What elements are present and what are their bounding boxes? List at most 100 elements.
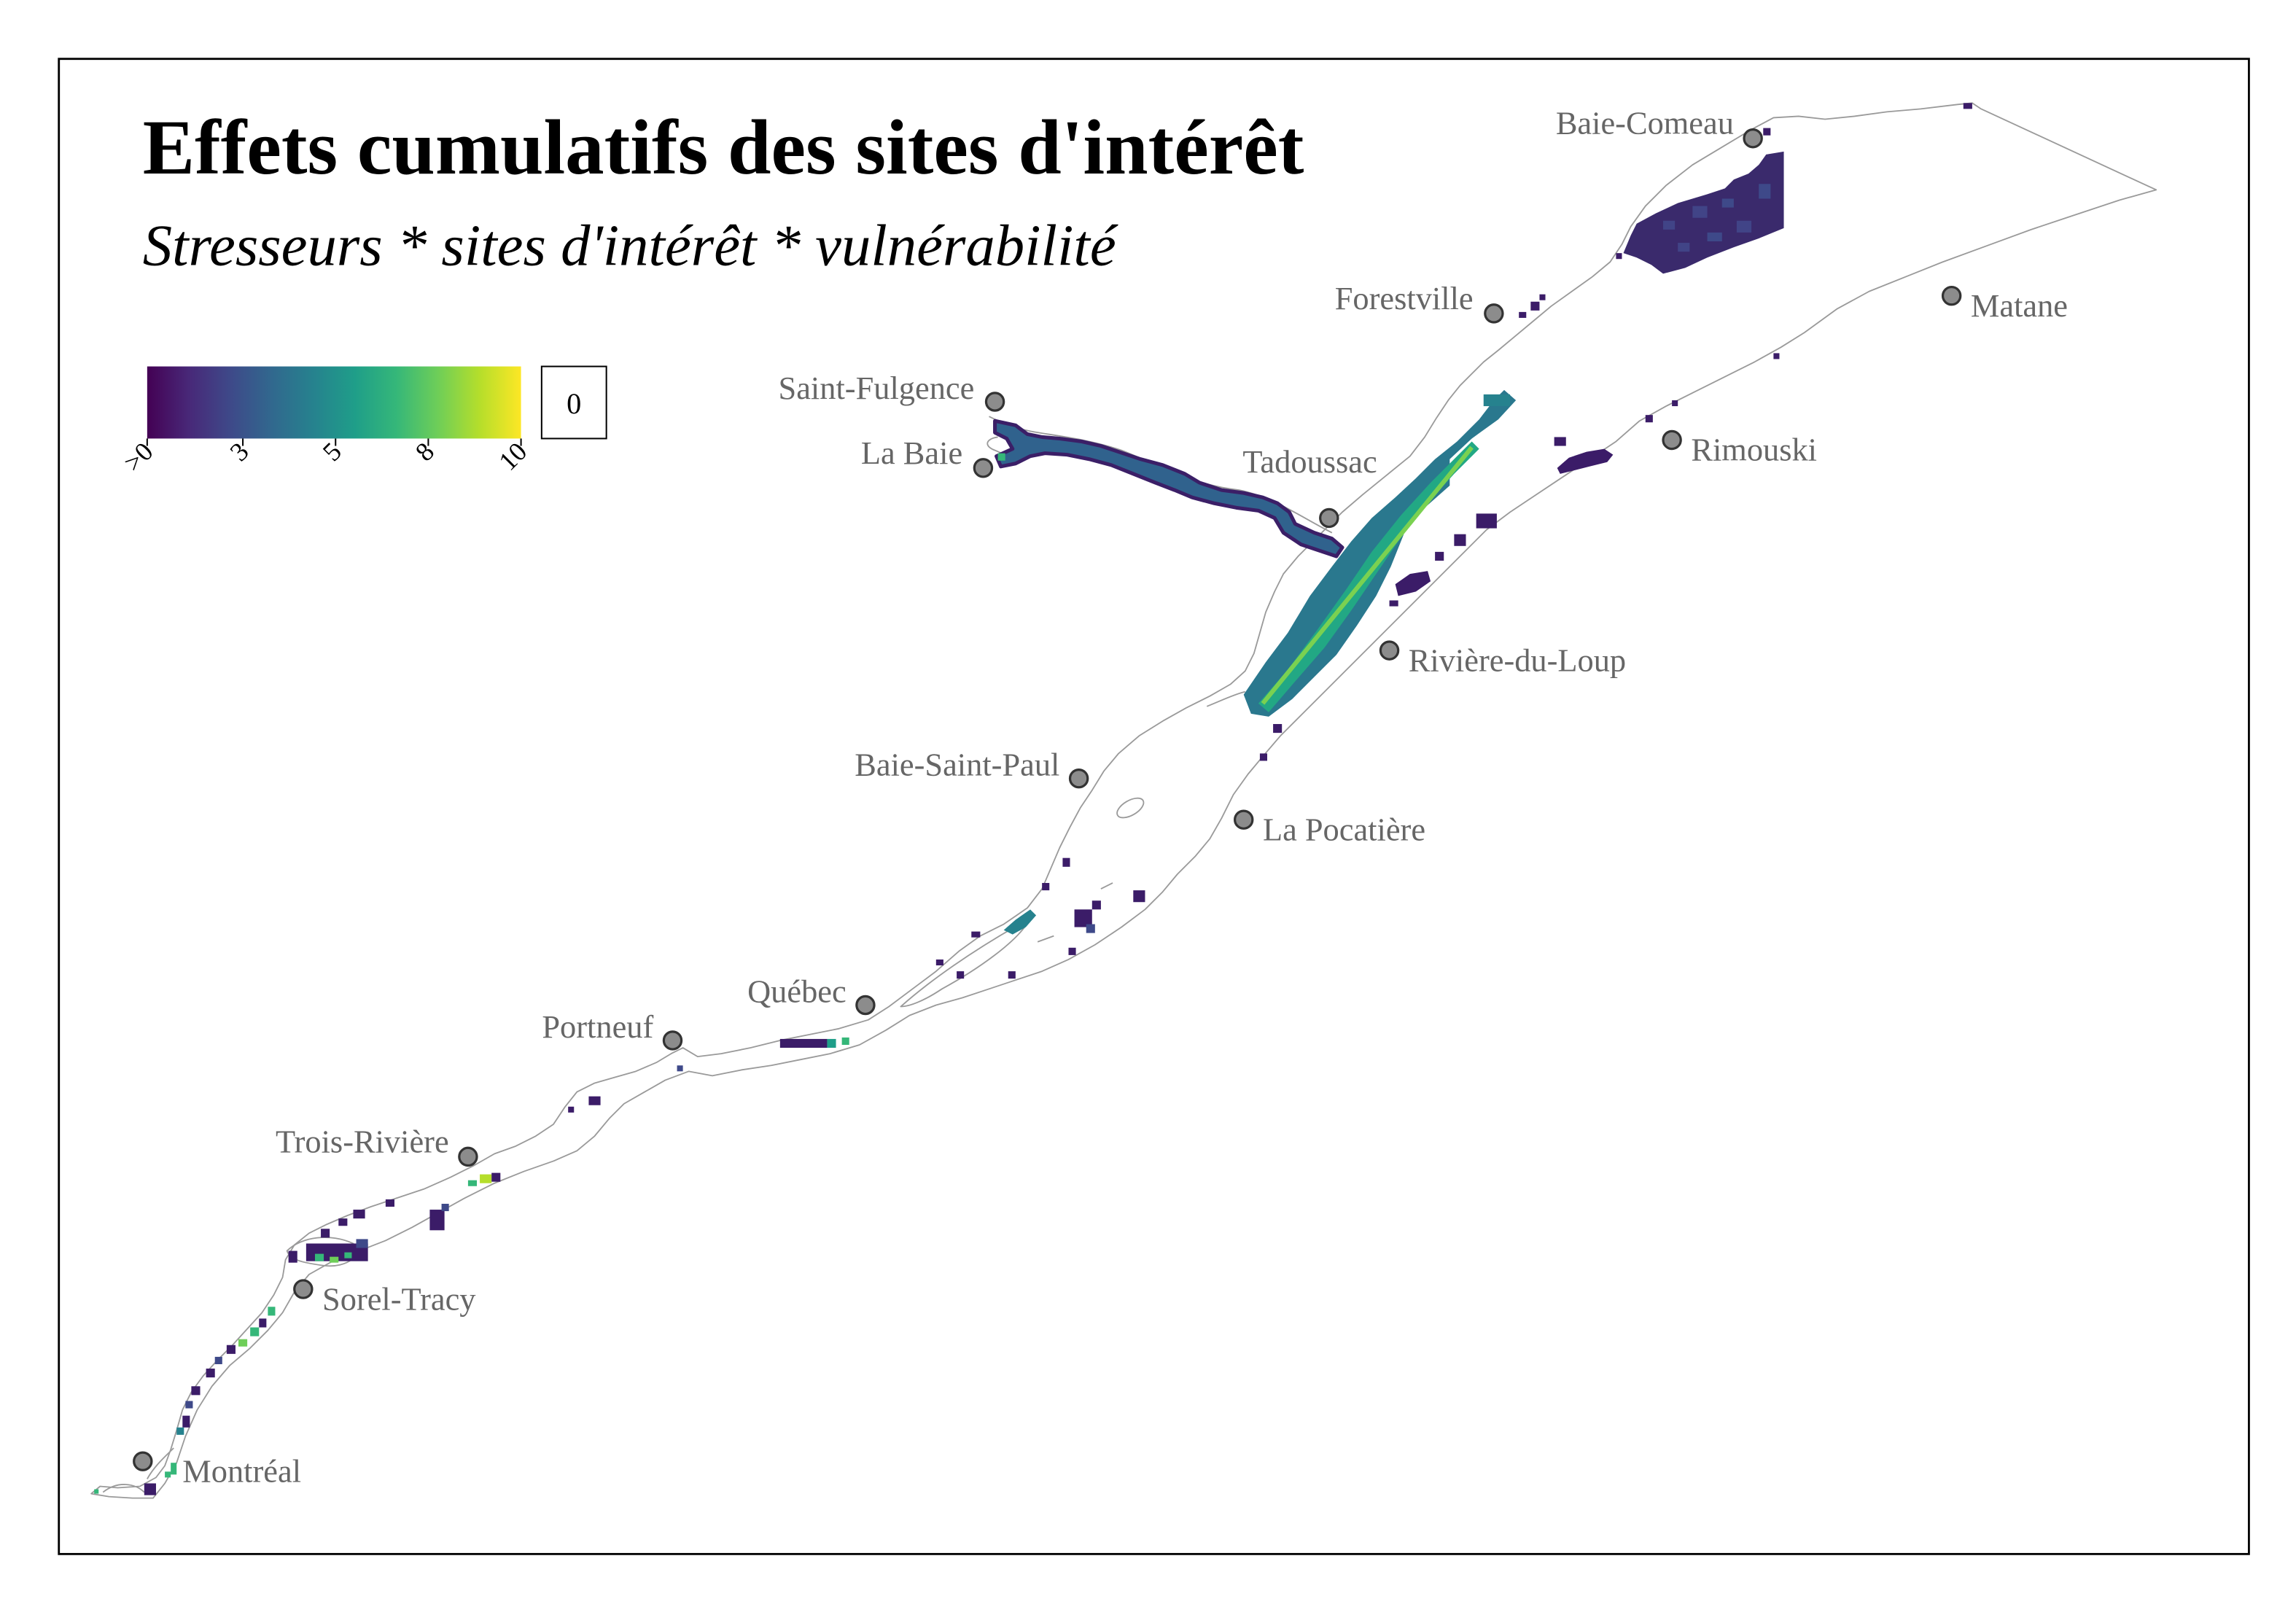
city-point bbox=[293, 1279, 314, 1299]
raster-cell bbox=[1003, 909, 1037, 935]
raster-cell bbox=[1554, 437, 1566, 446]
raster-cell bbox=[1476, 513, 1497, 529]
raster-cell bbox=[971, 931, 981, 938]
raster-cell bbox=[238, 1339, 248, 1347]
ile-aux-coudres-outline bbox=[1116, 797, 1145, 819]
city-layer: Baie-Comeau Forestville Matane Saint-Ful… bbox=[133, 105, 2068, 1489]
city-point bbox=[984, 392, 1005, 412]
raster-cell bbox=[677, 1065, 683, 1072]
city-point bbox=[1743, 128, 1763, 149]
city-label: Québec bbox=[747, 973, 847, 1009]
city-label: Rimouski bbox=[1691, 432, 1817, 468]
montreal-island-outline bbox=[102, 1447, 174, 1493]
city-quebec: Québec bbox=[747, 973, 876, 1016]
city-sorel-tracy: Sorel-Tracy bbox=[293, 1279, 476, 1317]
raster-cell bbox=[344, 1252, 352, 1258]
city-point bbox=[133, 1451, 153, 1471]
raster-cell bbox=[226, 1345, 236, 1354]
raster-cell bbox=[268, 1307, 276, 1316]
city-matane: Matane bbox=[1941, 285, 2068, 324]
city-tadoussac: Tadoussac bbox=[1242, 443, 1377, 529]
city-point bbox=[1941, 285, 1962, 306]
city-point bbox=[1233, 809, 1254, 830]
raster-cell bbox=[1645, 415, 1653, 423]
raster-cell bbox=[1519, 311, 1527, 318]
city-point bbox=[1319, 507, 1339, 529]
raster-cell bbox=[779, 1038, 828, 1048]
city-label: Baie-Saint-Paul bbox=[855, 747, 1059, 783]
raster-cell bbox=[1395, 571, 1431, 596]
raster-cell bbox=[1091, 900, 1101, 910]
raster-cell bbox=[206, 1369, 215, 1378]
city-saint-fulgence: Saint-Fulgence bbox=[779, 370, 1005, 412]
raster-cell bbox=[1672, 400, 1678, 407]
city-rimouski: Rimouski bbox=[1662, 429, 1817, 468]
raster-cell bbox=[1763, 128, 1771, 136]
raster-cell bbox=[353, 1210, 365, 1219]
raster-cell bbox=[480, 1174, 492, 1183]
raster-cell bbox=[957, 971, 965, 979]
raster-cell bbox=[165, 1471, 171, 1478]
raster-cell bbox=[385, 1199, 394, 1207]
city-label: Forestville bbox=[1335, 280, 1474, 316]
city-point bbox=[1379, 640, 1400, 661]
raster-cell bbox=[191, 1386, 201, 1396]
raster-patch-saguenay bbox=[993, 419, 1344, 559]
city-label: La Pocatière bbox=[1263, 811, 1425, 847]
city-point bbox=[973, 458, 994, 478]
raster-cell bbox=[441, 1203, 449, 1212]
raster-cell bbox=[1692, 206, 1708, 218]
raster-cell bbox=[1721, 198, 1734, 208]
zero-value-box bbox=[540, 365, 607, 440]
raster-patch-estuary-core bbox=[1261, 445, 1474, 705]
raster-cell bbox=[321, 1229, 330, 1238]
city-label: Tadoussac bbox=[1242, 443, 1377, 480]
map-subtitle: Stresseurs * sites d'intérêt * vulnérabi… bbox=[143, 213, 1118, 278]
raster-cell bbox=[841, 1037, 849, 1046]
city-point bbox=[458, 1146, 478, 1167]
raster-cell bbox=[827, 1038, 836, 1048]
colorbar bbox=[147, 366, 521, 439]
raster-cell bbox=[94, 1489, 99, 1494]
raster-cell bbox=[1759, 184, 1771, 199]
city-trois-riviere: Trois-Rivière bbox=[276, 1123, 478, 1167]
city-label: Baie-Comeau bbox=[1556, 105, 1734, 141]
zero-value-label: 0 bbox=[567, 387, 581, 420]
raster-cell bbox=[1663, 220, 1676, 230]
city-baie-comeau: Baie-Comeau bbox=[1556, 105, 1763, 149]
city-riviere-du-loup: Rivière-du-Loup bbox=[1379, 640, 1626, 678]
raster-cell bbox=[1259, 753, 1268, 761]
raster-cell bbox=[997, 453, 1005, 461]
raster-cell bbox=[1008, 971, 1016, 979]
raster-cell bbox=[1557, 448, 1614, 474]
city-point bbox=[1068, 768, 1089, 789]
ile-orleans-outline bbox=[900, 917, 1031, 1008]
raster-cell bbox=[288, 1250, 297, 1263]
city-label: Rivière-du-Loup bbox=[1409, 642, 1626, 678]
map-frame bbox=[58, 58, 2250, 1555]
raster-cell bbox=[144, 1483, 156, 1495]
city-label: La Baie bbox=[861, 435, 962, 471]
city-label: Sorel-Tracy bbox=[322, 1280, 476, 1317]
raster-cell bbox=[185, 1401, 193, 1409]
city-montreal: Montréal bbox=[133, 1451, 301, 1489]
raster-cell bbox=[491, 1172, 501, 1182]
raster-cell bbox=[1678, 243, 1690, 252]
map-title: Effets cumulatifs des sites d'intérêt bbox=[143, 105, 1304, 191]
raster-cell bbox=[1389, 600, 1398, 607]
raster-cell bbox=[176, 1427, 184, 1435]
raster-cell bbox=[568, 1106, 575, 1113]
raster-cell bbox=[259, 1318, 267, 1328]
city-label: Montréal bbox=[182, 1452, 301, 1489]
raster-layer bbox=[94, 103, 1972, 1495]
raster-cell bbox=[1707, 232, 1722, 242]
legend: >0 3 5 8 10 0 bbox=[118, 365, 607, 478]
raster-cell bbox=[1454, 534, 1466, 546]
colorbar-ticks bbox=[146, 438, 522, 446]
raster-cell bbox=[1616, 253, 1622, 260]
city-portneuf: Portneuf bbox=[542, 1008, 683, 1051]
st-lawrence-outline bbox=[90, 102, 2157, 1499]
city-point bbox=[1662, 429, 1682, 451]
city-label: Matane bbox=[1971, 287, 2068, 324]
